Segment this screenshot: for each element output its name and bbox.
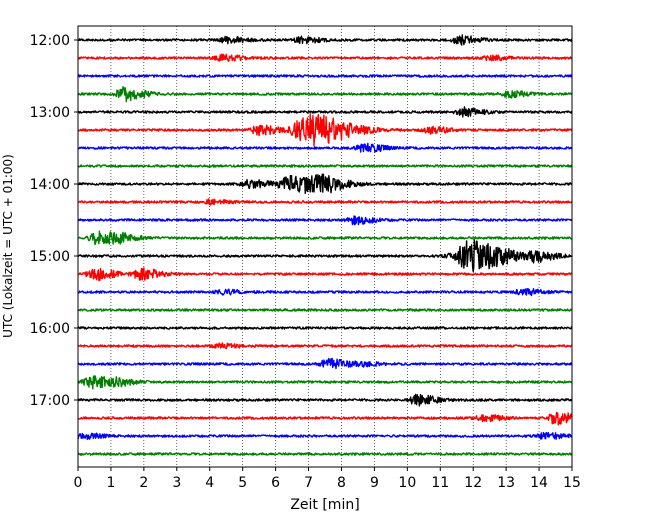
seismic-trace [77,106,573,118]
traces [77,34,573,456]
x-tick-label: 0 [74,475,83,491]
x-tick-label: 15 [563,475,581,491]
seismic-trace [77,411,573,426]
seismic-trace [77,452,573,456]
x-tick-label: 3 [172,475,181,491]
x-tick-label: 12 [464,475,482,491]
x-axis: 0 1 2 3 4 5 6 7 8 9 10 11 12 13 14 15 [74,467,581,491]
x-tick-label: 9 [370,475,379,491]
y-tick-label: 16:00 [30,321,70,337]
seismic-trace [77,287,573,297]
y-tick-label: 17:00 [30,393,70,409]
seismic-trace [77,308,573,312]
y-tick-label: 12:00 [30,33,70,49]
x-tick-label: 11 [431,475,449,491]
seismic-trace [77,267,573,282]
x-tick-label: 13 [497,475,515,491]
seismic-trace [77,393,573,407]
y-tick-label: 14:00 [30,177,70,193]
seismic-trace [77,326,573,330]
x-tick-label: 1 [106,475,115,491]
seismic-trace [77,86,573,103]
seismic-trace [77,239,573,273]
x-tick-label: 14 [530,475,548,491]
x-axis-label: Zeit [min] [290,497,359,513]
x-tick-label: 5 [238,475,247,491]
seismic-trace [77,230,573,246]
x-tick-label: 7 [304,475,313,491]
seismic-trace [77,34,573,46]
y-tick-label: 15:00 [30,249,70,265]
x-tick-label: 10 [398,475,416,491]
x-tick-label: 2 [139,475,148,491]
seismic-trace [77,431,573,440]
y-tick-label: 13:00 [30,105,70,121]
seismic-trace [77,342,573,350]
seismic-trace [77,357,573,370]
seismic-trace [77,74,573,78]
seismic-trace [77,53,573,62]
seismic-trace [77,198,573,206]
seismic-trace [77,375,573,390]
seismic-trace [77,173,573,195]
seismic-trace [77,142,573,153]
x-tick-label: 6 [271,475,280,491]
plot-frame [77,25,573,468]
seismic-trace [77,164,573,168]
y-axis: 12:00 13:00 14:00 15:00 16:00 17:00 [30,33,78,409]
seismic-trace [77,113,573,147]
x-tick-label: 4 [205,475,214,491]
seismic-trace [77,215,573,226]
x-tick-label: 8 [337,475,346,491]
y-axis-label: UTC (Lokalzeit = UTC + 01:00) [1,154,15,338]
